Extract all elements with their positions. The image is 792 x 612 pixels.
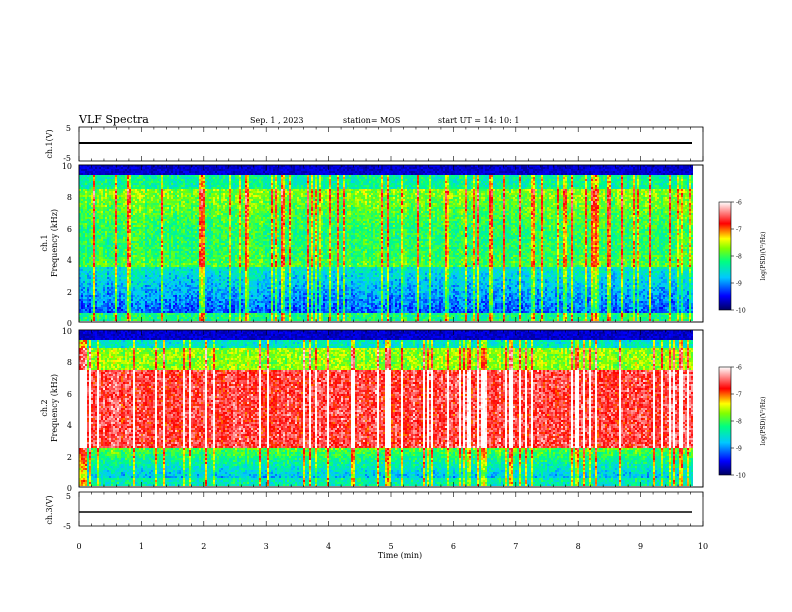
ch1-spec-ytick-2: 2 (67, 288, 72, 297)
ch1-spec-channel-label: ch.1 (40, 234, 49, 251)
vlf-spectra-figure: VLF Spectra Sep. 1 , 2023 station= MOS s… (0, 0, 792, 612)
ch1-waveform-panel: 5 -5 ch.1(V) (45, 124, 703, 163)
ch1-waveform-ylabel: ch.1(V) (45, 129, 54, 158)
ch1-spec-ytick-6: 6 (67, 225, 72, 234)
x-tick-label-2: 2 (201, 542, 206, 551)
ch3-waveform-ylabel: ch.3(V) (45, 495, 54, 524)
colorbar-tick-label: -9 (736, 446, 742, 453)
ch3-waveform-ytick-top: 5 (66, 492, 71, 501)
x-tick-label-7: 7 (513, 542, 518, 551)
station-label: station= MOS (343, 116, 400, 125)
x-tick-label-9: 9 (638, 542, 643, 551)
ch1-spec-ytick-8: 8 (67, 193, 72, 202)
ch1-waveform-ytick-top: 5 (66, 124, 71, 133)
x-tick-label-6: 6 (451, 542, 456, 551)
ch2-spec-ytick-6: 6 (67, 390, 72, 399)
ch1-spec-ylabel: Frequency (kHz) (50, 209, 59, 277)
ch1-colorbar-label: log(PSD)(V²/Hz) (760, 232, 767, 281)
colorbar-tick-label: -6 (736, 365, 742, 372)
ch2-colorbar-label: log(PSD)(V²/Hz) (760, 397, 767, 446)
ch3-waveform-ytick-bottom: -5 (63, 522, 71, 531)
ch2-colorbar: -6 -7 -8 -9 -10 log(PSD)(V²/Hz) (719, 365, 767, 480)
colorbar-tick-label: -9 (736, 281, 742, 288)
colorbar-tick-label: -7 (736, 227, 742, 234)
x-tick-label-8: 8 (576, 542, 581, 551)
x-axis-label: Time (min) (378, 551, 422, 560)
ch1-colorbar: -6 -7 -8 -9 -10 log(PSD)(V²/Hz) (719, 200, 767, 315)
ch2-spectrogram-image (79, 330, 693, 486)
colorbar-tick-label: -8 (736, 254, 742, 261)
ch1-spectrogram-image (79, 165, 693, 321)
x-tick-label-3: 3 (264, 542, 269, 551)
ch2-spec-ylabel: Frequency (kHz) (50, 374, 59, 442)
colorbar-tick-label: -10 (736, 473, 746, 480)
ch2-spec-ytick-4: 4 (67, 421, 72, 430)
ch2-spec-ytick-10: 10 (62, 327, 72, 336)
x-tick-label-10: 10 (698, 542, 708, 551)
ch2-spec-channel-label: ch.2 (40, 399, 49, 416)
x-tick-label-0: 0 (76, 542, 81, 551)
colorbar-tick-label: -7 (736, 392, 742, 399)
ch3-waveform-panel: 5 -5 ch.3(V) (45, 492, 703, 531)
x-tick-label-5: 5 (388, 542, 393, 551)
x-tick-label-1: 1 (139, 542, 144, 551)
colorbar-tick-label: -10 (736, 308, 746, 315)
figure-title: VLF Spectra (78, 113, 149, 126)
colorbar-tick-label: -6 (736, 200, 742, 207)
x-axis-tick-labels: 0 1 2 3 4 5 6 7 8 9 10 (76, 542, 708, 551)
ch1-spectrogram-panel: 10 8 6 4 2 0 ch.1 Frequency (kHz) (40, 162, 703, 328)
ch1-spec-ytick-10: 10 (62, 162, 72, 171)
ch2-spectrogram-panel: 10 8 6 4 2 0 ch.2 Frequency (kHz) (40, 327, 703, 493)
colorbar-tick-label: -8 (736, 419, 742, 426)
ch2-spec-ytick-8: 8 (67, 358, 72, 367)
ch2-spec-ytick-2: 2 (67, 453, 72, 462)
ch1-spec-ytick-4: 4 (67, 256, 72, 265)
start-time-label: start UT = 14: 10: 1 (438, 116, 519, 125)
date-label: Sep. 1 , 2023 (250, 116, 304, 125)
x-tick-label-4: 4 (326, 542, 331, 551)
